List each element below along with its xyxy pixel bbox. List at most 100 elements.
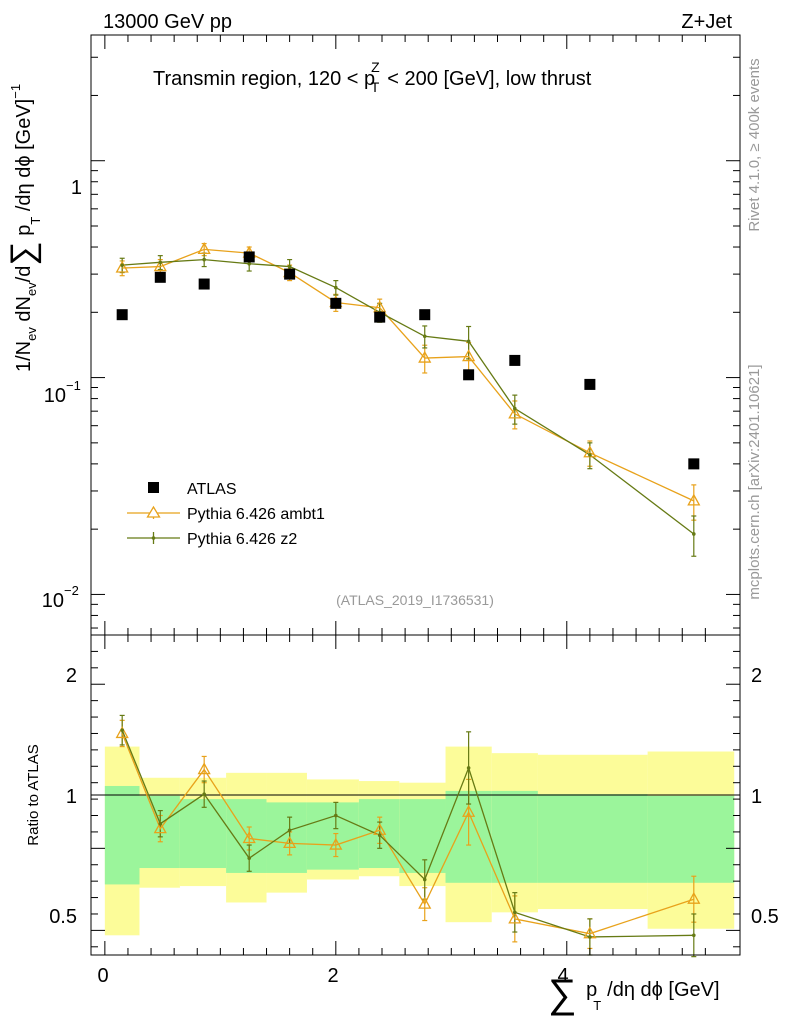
y-tick-label-0.1-exp: −1	[66, 378, 81, 393]
ratio-marker-z2	[287, 828, 292, 833]
ratio-panel	[90, 634, 741, 958]
ratio-band-inner	[491, 790, 538, 883]
x-tick-label-4: 4	[557, 965, 568, 987]
ratio-marker-z2	[422, 877, 427, 882]
analysis-tag: (ATLAS_2019_I1736531)	[336, 592, 494, 608]
ratio-marker-ambt1	[329, 837, 343, 850]
marker-z2	[158, 260, 163, 265]
y-tick-label-1: 1	[71, 177, 82, 199]
marker-z2	[422, 334, 427, 339]
main-panel	[90, 34, 741, 636]
data-point-atlas	[198, 278, 210, 290]
ratio-frame	[90, 634, 741, 956]
ratio-marker-ambt1	[153, 821, 167, 834]
ratio-marker-z2	[334, 813, 338, 818]
process-label: Z+Jet	[681, 11, 732, 33]
title-sup-z: Z	[371, 59, 380, 75]
ratio-band-inner	[306, 802, 359, 870]
marker-ambt1	[508, 406, 522, 419]
title-sub-t: T	[371, 79, 380, 95]
mcplots-site-text: mcplots.cern.ch [arXiv:2401.10621]	[746, 364, 763, 599]
ratio-tick-label-1-right: 1	[751, 786, 762, 808]
ratio-marker-z2	[466, 766, 471, 770]
data-point-atlas	[463, 369, 475, 381]
ratio-marker-ambt1	[462, 804, 476, 817]
ratio-marker-ambt1	[197, 762, 211, 775]
ratio-line-z2	[121, 729, 694, 938]
main-series-lines	[122, 248, 695, 535]
ratio-marker-z2	[692, 933, 696, 938]
x-tick-label-0: 0	[97, 965, 108, 987]
marker-z2	[247, 261, 252, 266]
title-suffix: < 200 [GeV], low thrust	[387, 68, 591, 90]
marker-ambt1	[687, 493, 701, 506]
data-point-atlas	[688, 458, 700, 470]
ratio-band-inner	[647, 795, 735, 883]
y-tick-label-0.01-exp: −2	[64, 583, 79, 598]
ratio-x-ticks	[104, 635, 706, 955]
marker-z2	[202, 257, 206, 262]
ratio-marker-ambt1	[283, 836, 297, 849]
ratio-tick-label-2-left: 2	[66, 665, 77, 687]
ratio-tick-label-1-left: 1	[66, 786, 77, 808]
series-line-z2	[122, 258, 695, 535]
marker-z2	[287, 264, 292, 269]
title-prefix: Transmin region, 120 < p	[153, 68, 375, 90]
marker-z2	[120, 263, 124, 267]
ratio-tick-label-2-right: 2	[751, 665, 762, 687]
ratio-marker-z2	[120, 728, 124, 732]
ratio-band-inner	[104, 785, 140, 885]
data-point-atlas	[419, 309, 431, 321]
data-point-atlas	[154, 271, 166, 283]
data-point-atlas	[116, 309, 128, 321]
ratio-band-inner	[226, 799, 267, 873]
ratio-marker-z2	[202, 792, 206, 796]
ratio-line-ambt1	[121, 733, 695, 935]
marker-ambt1	[115, 260, 129, 273]
marker-z2	[692, 532, 696, 536]
marker-z2	[513, 406, 517, 411]
data-point-atlas	[284, 268, 296, 280]
marker-ambt1	[153, 259, 167, 272]
ratio-band-inner	[266, 802, 307, 873]
main-x-ticks	[104, 35, 706, 635]
ratio-markers	[115, 726, 701, 939]
marker-z2	[466, 339, 471, 344]
x-tick-label-2: 2	[327, 965, 338, 987]
rivet-version-text: Rivet 4.1.0, ≥ 400k events	[746, 58, 763, 231]
data-point-atlas	[374, 311, 386, 323]
y-axis-label-ratio: Ratio to ATLAS	[25, 744, 42, 845]
data-point-atlas	[509, 354, 521, 366]
ratio-band-inner	[399, 799, 446, 873]
ratio-marker-ambt1	[687, 891, 701, 904]
ratio-marker-ambt1	[508, 911, 522, 924]
ratio-marker-z2	[588, 935, 592, 939]
ratio-band-inner	[537, 794, 648, 883]
ratio-series-lines	[121, 729, 695, 938]
legend-marker-atlas	[148, 482, 159, 493]
marker-z2	[588, 453, 592, 457]
x-axis-label: ∑ p T/dη dϕ [GeV]	[548, 972, 720, 1016]
ratio-marker-z2	[158, 821, 163, 826]
marker-ambt1	[197, 242, 211, 255]
marker-z2	[334, 285, 338, 290]
series-line-ambt1	[122, 248, 695, 502]
marker-ambt1	[462, 349, 476, 362]
data-point-atlas	[330, 297, 342, 309]
ratio-marker-ambt1	[242, 831, 256, 844]
ratio-tick-label-0.5-right: 0.5	[751, 906, 779, 928]
ratio-tick-label-0.5-left: 0.5	[49, 906, 77, 928]
legend-marker-ambt1	[146, 505, 161, 518]
legend-label-ambt1: Pythia 6.426 ambt1	[187, 506, 325, 523]
data-point-atlas	[243, 251, 255, 263]
ratio-marker-z2	[513, 910, 517, 915]
y-tick-label-0.01: 10	[42, 590, 64, 612]
svg-text:1/Nev dNev/d∑ pT /dη dϕ [GeV]: 1/Nev dNev/d∑ pT /dη dϕ [GeV]−1	[4, 84, 43, 372]
legend: ATLAS Pythia 6.426 ambt1 Pythia 6.426 z2	[127, 481, 325, 548]
energy-label: 13000 GeV pp	[103, 11, 232, 33]
y-tick-label-0.1: 10	[44, 385, 66, 407]
ratio-marker-z2	[377, 833, 382, 838]
marker-ambt1	[418, 350, 432, 363]
ratio-marker-ambt1	[418, 896, 432, 909]
